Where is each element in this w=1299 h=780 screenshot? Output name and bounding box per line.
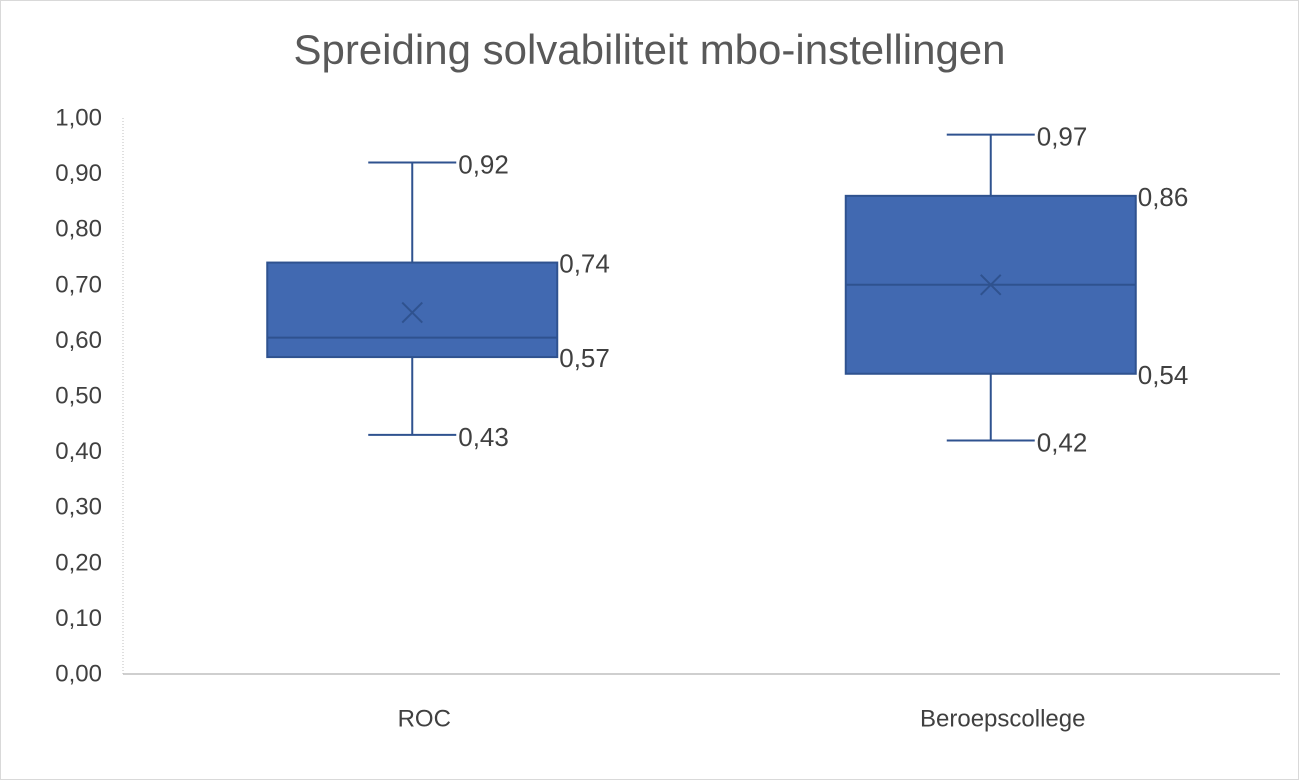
box-iqr [266, 261, 559, 359]
y-tick-label: 0,30 [55, 494, 102, 521]
y-tick-label: 0,60 [55, 327, 102, 354]
max-label: 0,97 [1037, 122, 1088, 152]
max-label: 0,92 [458, 149, 509, 179]
category-label: ROC [398, 706, 451, 733]
y-tick-label: 0,80 [55, 216, 102, 243]
chart-title: Spreiding solvabiliteit mbo-instellingen [293, 26, 1006, 73]
q3-label: 0,74 [559, 249, 610, 279]
mean-marker [401, 301, 423, 324]
min-label: 0,43 [458, 422, 509, 452]
q1-label: 0,54 [1138, 360, 1189, 390]
y-tick-label: 0,90 [55, 160, 102, 187]
q3-label: 0,86 [1138, 182, 1189, 212]
y-tick-label: 0,40 [55, 438, 102, 465]
y-tick-label: 0,00 [55, 661, 102, 688]
y-tick-label: 0,20 [55, 549, 102, 576]
y-tick-label: 0,10 [55, 605, 102, 632]
mean-marker [980, 274, 1002, 296]
category-label: Beroepscollege [920, 706, 1085, 733]
y-tick-label: 0,70 [55, 271, 102, 298]
y-tick-label: 1,00 [55, 105, 102, 132]
q1-label: 0,57 [559, 343, 610, 373]
y-tick-label: 0,50 [55, 383, 102, 410]
min-label: 0,42 [1037, 427, 1088, 457]
